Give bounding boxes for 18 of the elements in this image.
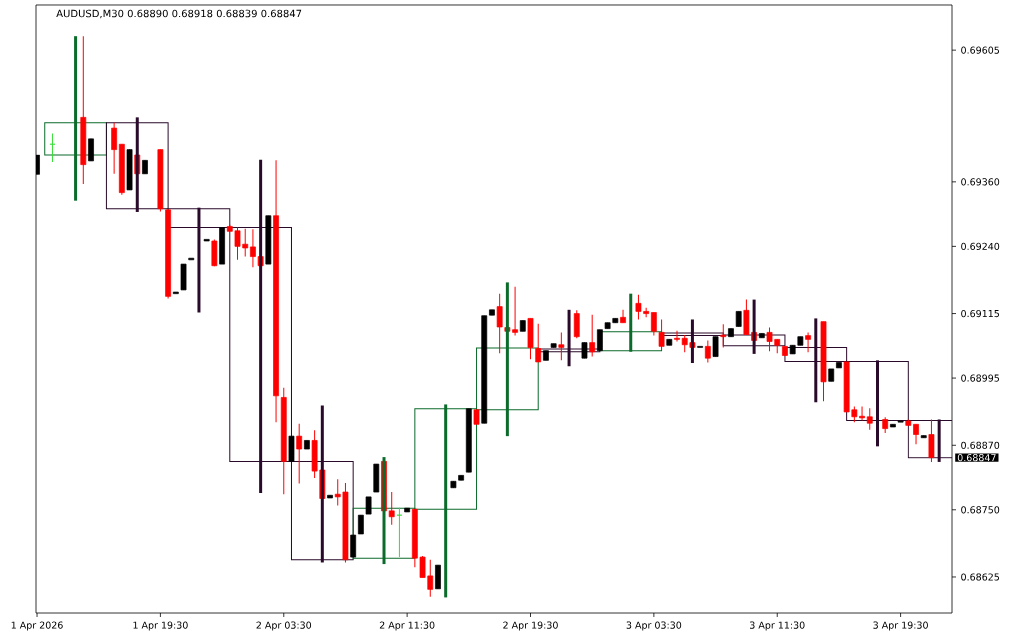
y-tick-label: 0.69360: [961, 178, 1000, 186]
y-tick-label: 0.68625: [961, 573, 999, 581]
y-tick-label: 0.68995: [961, 374, 999, 382]
x-tick-label: 2 Apr 11:30: [379, 621, 435, 631]
x-tick-label: 2 Apr 19:30: [503, 621, 558, 631]
y-tick-label: 0.68750: [961, 506, 1000, 514]
chart-title: AUDUSD,M30 0.68890 0.68918 0.68839 0.68847: [56, 9, 302, 19]
x-tick-label: 1 Apr 2026: [11, 621, 63, 631]
x-tick-label: 3 Apr 03:30: [626, 621, 682, 631]
x-tick-label: 3 Apr 11:30: [750, 621, 805, 631]
text: 0.68847: [957, 454, 996, 462]
x-tick-label: 2 Apr 03:30: [256, 621, 312, 631]
y-tick-label: 0.69605: [961, 46, 999, 54]
x-tick-label: 3 Apr 19:30: [873, 621, 928, 631]
y-tick-label: 0.68870: [961, 441, 1000, 449]
x-tick-label: 1 Apr 19:30: [133, 621, 188, 631]
y-tick-label: 0.69240: [961, 242, 1000, 250]
y-tick-label: 0.69115: [961, 309, 999, 318]
